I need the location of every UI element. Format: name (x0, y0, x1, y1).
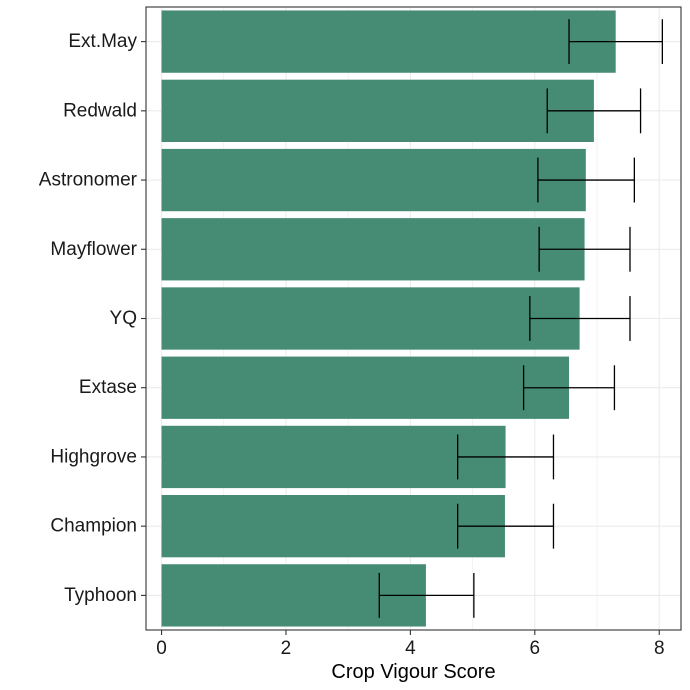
bar-astronomer (161, 148, 586, 212)
x-tick-label: 4 (405, 638, 416, 659)
bar-ext-may (161, 10, 616, 73)
y-tick-label: Champion (50, 516, 137, 537)
y-tick-label: Astronomer (39, 170, 138, 191)
error-bars (378, 19, 663, 618)
x-tick-label: 8 (654, 638, 665, 659)
bar-yq (161, 287, 580, 350)
y-tick-label: YQ (110, 308, 137, 329)
y-tick-label: Typhoon (64, 585, 137, 606)
bar-highgrove (161, 425, 506, 489)
y-tick-label: Ext.May (68, 31, 137, 52)
y-axis: Ext.May Redwald Astronomer Mayflower YQ Extas… (39, 31, 146, 606)
bar-extase (161, 356, 570, 419)
x-tick-label: 2 (281, 638, 292, 659)
bars (161, 10, 616, 627)
y-tick-label: Extase (79, 377, 137, 398)
x-axis-title: Crop Vigour Score (331, 661, 495, 683)
x-tick-label: 6 (530, 638, 541, 659)
bar-redwald (161, 79, 594, 142)
x-axis: 0 2 4 6 8 (156, 630, 665, 659)
y-tick-label: Redwald (63, 100, 137, 121)
x-tick-label: 0 (156, 638, 167, 659)
bar-mayflower (161, 218, 585, 281)
y-tick-label: Mayflower (50, 239, 137, 260)
bar-champion (161, 495, 505, 558)
y-tick-label: Highgrove (50, 446, 137, 467)
